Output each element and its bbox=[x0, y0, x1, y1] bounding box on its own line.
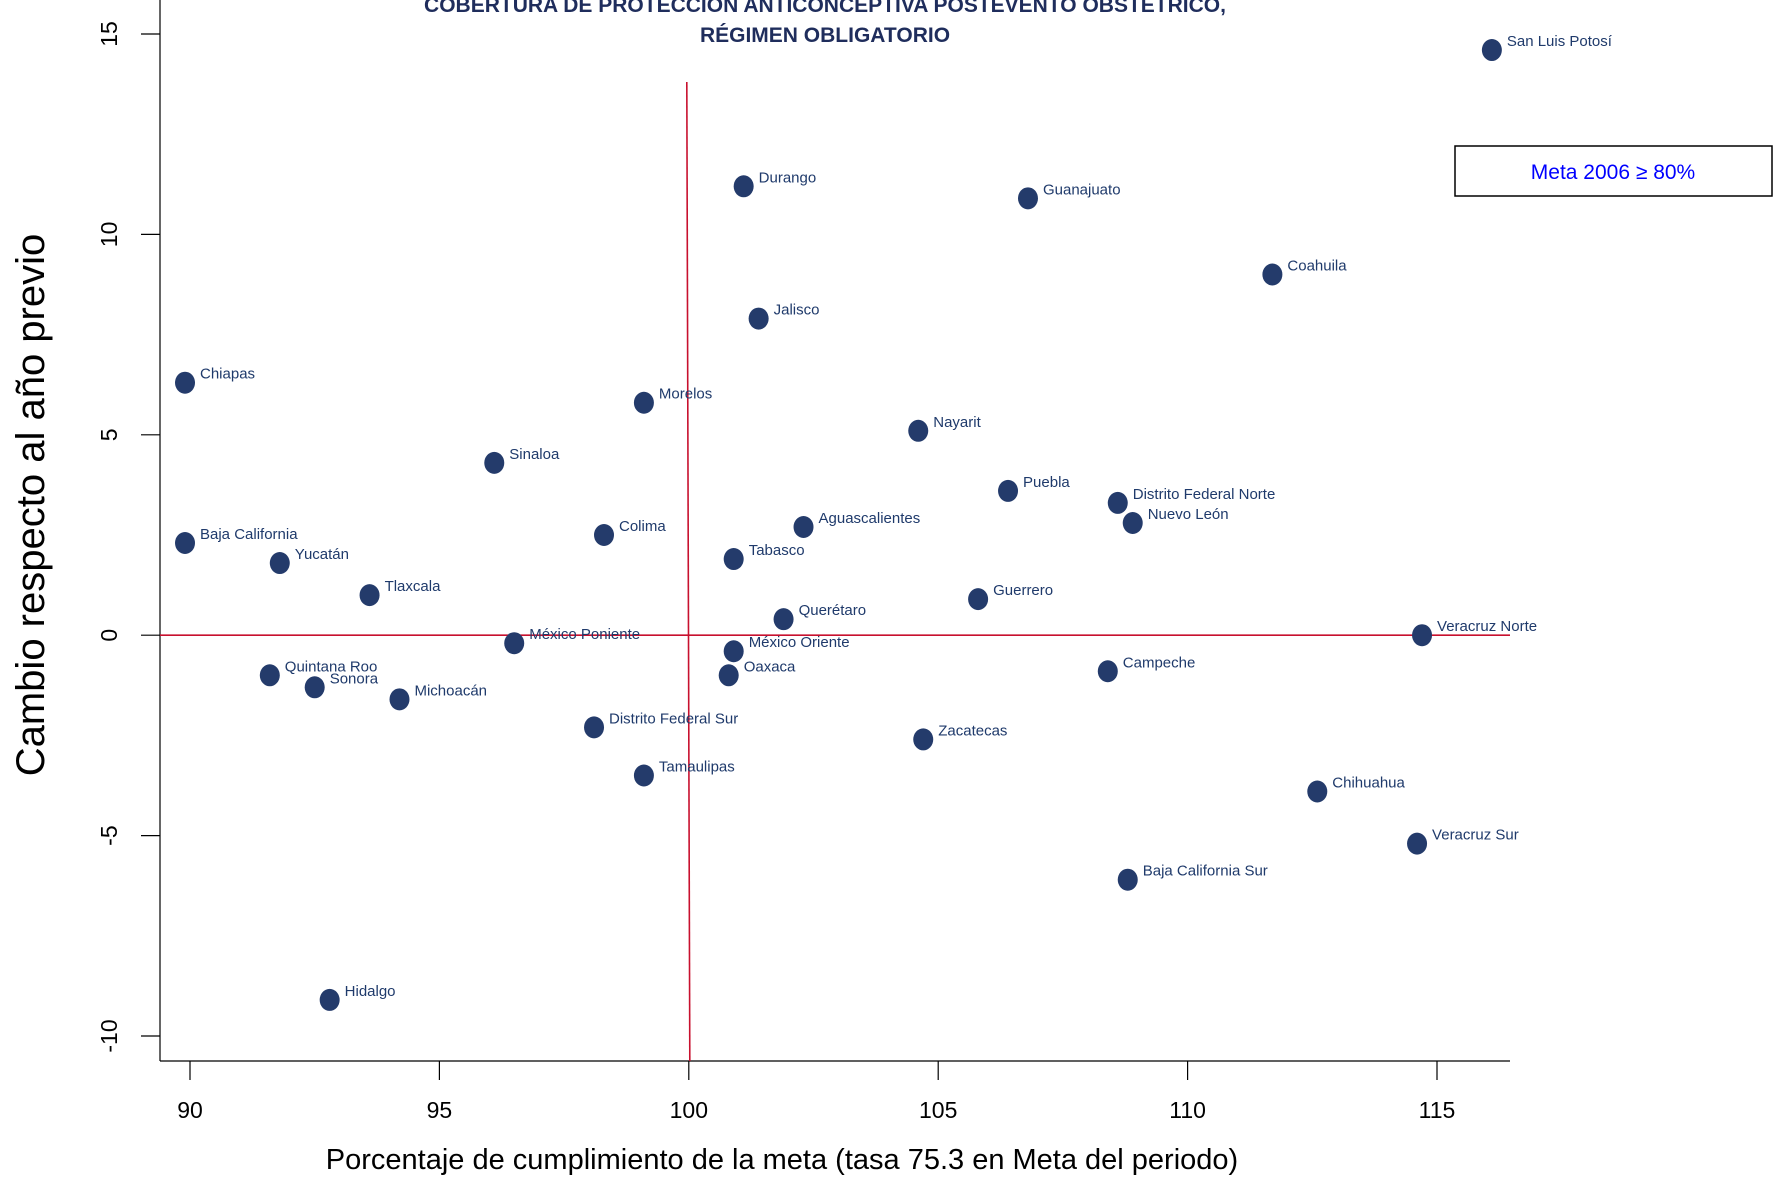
data-point bbox=[175, 371, 196, 394]
data-point bbox=[389, 688, 410, 711]
data-point bbox=[793, 515, 814, 538]
data-points: San Luis Potosí Durango Guanajuato Coahuila… bbox=[175, 33, 1613, 1011]
data-point-label: Yucatán bbox=[295, 546, 349, 563]
data-point-label: Jalisco bbox=[774, 302, 820, 319]
x-axis-ticks: 90 95 100 105 110 115 bbox=[177, 1061, 1455, 1123]
data-point bbox=[1407, 832, 1428, 855]
data-point-label: Michoacán bbox=[414, 682, 487, 699]
data-point bbox=[968, 588, 989, 611]
x-tick-label: 95 bbox=[427, 1097, 453, 1123]
legend-box bbox=[1454, 145, 1773, 197]
data-point-label: Durango bbox=[759, 169, 817, 186]
data-point bbox=[504, 632, 525, 655]
data-point bbox=[259, 664, 280, 687]
data-point bbox=[718, 664, 739, 687]
data-point-label: Campeche bbox=[1123, 654, 1196, 671]
data-point-label: Distrito Federal Sur bbox=[609, 710, 738, 727]
data-point bbox=[1262, 263, 1283, 286]
data-point bbox=[998, 479, 1019, 502]
data-point-label: Zacatecas bbox=[938, 722, 1007, 739]
data-point-label: Baja California Sur bbox=[1143, 863, 1268, 880]
data-point bbox=[1107, 491, 1128, 514]
y-tick-label: 0 bbox=[96, 629, 122, 642]
data-point bbox=[594, 524, 615, 546]
y-axis-title: Cambio respecto al año previo bbox=[9, 234, 53, 777]
legend-text: Meta 2006 ≥ 80% bbox=[1531, 161, 1695, 184]
data-point-label: Chihuahua bbox=[1332, 775, 1405, 792]
data-point-label: Coahuila bbox=[1287, 257, 1347, 274]
data-point-label: Hidalgo bbox=[345, 983, 396, 1000]
data-point bbox=[1412, 624, 1433, 647]
data-point bbox=[269, 552, 290, 575]
reference-lines bbox=[160, 81, 1510, 1062]
data-point-label: Chiapas bbox=[200, 366, 255, 383]
data-point-label: Distrito Federal Norte bbox=[1133, 486, 1276, 503]
x-tick-label: 110 bbox=[1169, 1097, 1206, 1123]
y-tick-label: 5 bbox=[96, 428, 122, 441]
data-point-label: Veracruz Sur bbox=[1432, 827, 1519, 844]
x-tick-label: 90 bbox=[177, 1097, 203, 1123]
x-tick-label: 100 bbox=[670, 1097, 708, 1123]
y-axis-ticks: -10 -5 0 5 10 15 bbox=[96, 21, 160, 1053]
data-point bbox=[1307, 780, 1328, 803]
reference-line-vertical bbox=[685, 81, 691, 1062]
data-point-label: Baja California bbox=[200, 526, 298, 543]
data-point bbox=[1097, 660, 1118, 683]
chart-title-line1: COBERTURA DE PROTECCIÓN ANTICONCEPTIVA P… bbox=[424, 0, 1226, 17]
data-point-label: Tabasco bbox=[749, 542, 805, 559]
data-point bbox=[1481, 39, 1502, 62]
data-point bbox=[633, 391, 654, 414]
data-point bbox=[723, 548, 744, 571]
x-tick-label: 105 bbox=[919, 1097, 957, 1123]
data-point bbox=[175, 532, 196, 555]
data-point-label: Colima bbox=[619, 518, 666, 535]
data-point bbox=[1017, 187, 1038, 210]
data-point-label: México Oriente bbox=[749, 634, 850, 651]
data-point-label: Oaxaca bbox=[744, 658, 796, 675]
y-tick-label: -5 bbox=[96, 825, 122, 845]
data-point-label: Tlaxcala bbox=[385, 578, 442, 595]
data-point-label: Nuevo León bbox=[1148, 506, 1229, 523]
x-tick-label: 115 bbox=[1419, 1097, 1456, 1123]
data-point bbox=[773, 608, 794, 631]
data-point-label: Aguascalientes bbox=[819, 510, 921, 527]
data-point-label: Nayarit bbox=[933, 414, 981, 431]
data-point bbox=[319, 988, 340, 1011]
data-point bbox=[584, 716, 605, 739]
data-point-label: Tamaulipas bbox=[659, 758, 735, 775]
data-point-label: Guerrero bbox=[993, 582, 1053, 599]
data-point bbox=[304, 676, 325, 699]
data-point-label: San Luis Potosí bbox=[1507, 33, 1613, 50]
data-point bbox=[723, 640, 744, 663]
data-point-label: Sonora bbox=[330, 670, 379, 687]
chart-title-line2: RÉGIMEN OBLIGATORIO bbox=[700, 24, 950, 47]
data-point bbox=[748, 307, 769, 330]
x-axis-title: Porcentaje de cumplimiento de la meta (t… bbox=[326, 1144, 1238, 1176]
y-tick-label: 15 bbox=[96, 21, 122, 47]
data-point-label: Veracruz Norte bbox=[1437, 618, 1537, 635]
data-point bbox=[913, 728, 934, 751]
data-point bbox=[733, 175, 754, 198]
data-point bbox=[359, 584, 380, 607]
data-point bbox=[908, 419, 929, 442]
data-point-label: Guanajuato bbox=[1043, 181, 1121, 198]
data-point-label: México Poniente bbox=[529, 626, 640, 643]
data-point-label: Querétaro bbox=[799, 602, 867, 619]
y-tick-label: 10 bbox=[96, 222, 122, 248]
data-point bbox=[633, 764, 654, 787]
data-point bbox=[484, 451, 505, 474]
data-point-label: Sinaloa bbox=[509, 446, 560, 463]
data-point-label: Puebla bbox=[1023, 474, 1070, 491]
data-point bbox=[1117, 868, 1138, 891]
data-point bbox=[1122, 511, 1143, 534]
data-point-label: Morelos bbox=[659, 386, 712, 403]
legend: Meta 2006 ≥ 80% bbox=[1454, 145, 1773, 197]
y-tick-label: -10 bbox=[96, 1019, 122, 1052]
data-point-label: Quintana Roo bbox=[285, 658, 378, 675]
